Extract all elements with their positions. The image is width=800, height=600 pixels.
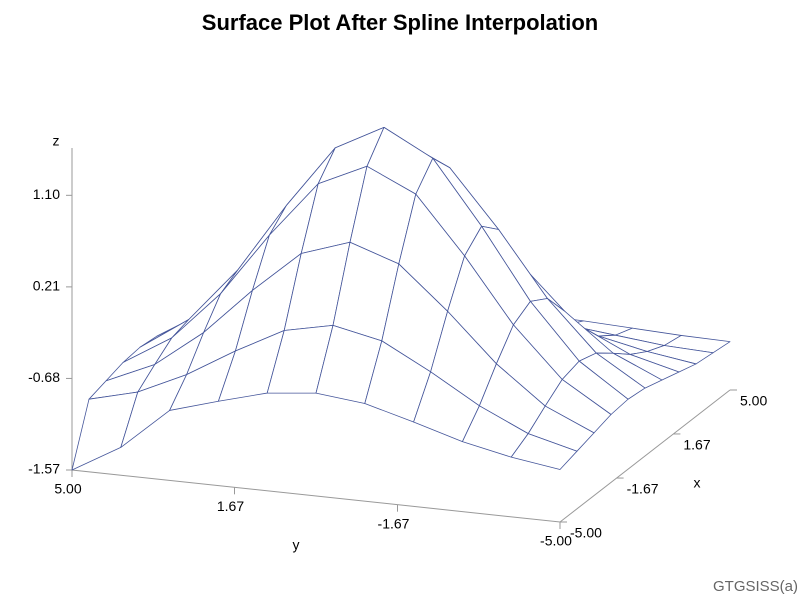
x-axis-label: x bbox=[694, 475, 701, 491]
z-axis-label: z bbox=[53, 133, 60, 149]
x-tick-label: 1.67 bbox=[683, 437, 710, 453]
z-tick-label: -1.57 bbox=[28, 461, 60, 477]
y-axis-label: y bbox=[293, 537, 300, 553]
footnote: GTGSISS(a) bbox=[713, 578, 798, 595]
surface-cell bbox=[510, 433, 578, 470]
chart-title: Surface Plot After Spline Interpolation bbox=[202, 10, 598, 35]
x-tick-label: -5.00 bbox=[570, 525, 602, 541]
z-tick-label: 0.21 bbox=[33, 278, 60, 294]
y-tick-label: -1.67 bbox=[378, 515, 410, 531]
x-tick-label: 5.00 bbox=[740, 393, 767, 409]
z-tick-label: -0.68 bbox=[28, 369, 60, 385]
y-tick-label: 1.67 bbox=[217, 498, 244, 514]
y-tick-label: -5.00 bbox=[540, 533, 572, 549]
axis-lines bbox=[71, 148, 731, 523]
y-tick-label: 5.00 bbox=[54, 481, 81, 497]
x-tick-label: -1.67 bbox=[627, 481, 659, 497]
z-tick-label: 1.10 bbox=[33, 186, 60, 202]
